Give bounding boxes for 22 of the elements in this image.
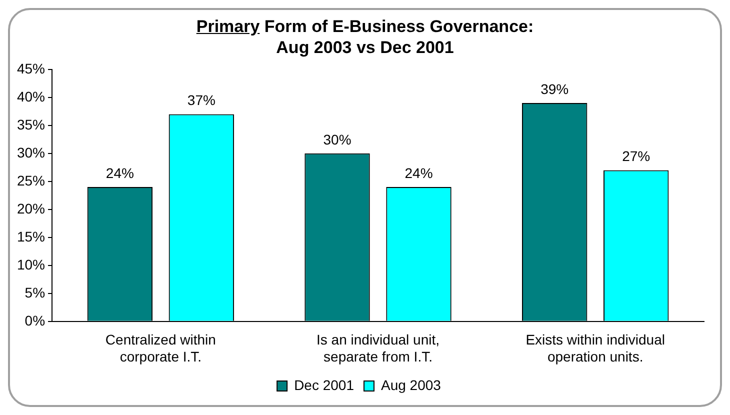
y-tick-label: 35%: [16, 116, 46, 132]
y-tick-label: 40%: [16, 88, 46, 104]
x-tick-label: Is an individual unit, separate from I.T.: [316, 332, 440, 364]
y-tick-label: 30%: [16, 144, 46, 160]
legend-label: Aug 2003: [380, 376, 442, 393]
y-tick-label: 10%: [16, 256, 46, 272]
y-tick-label: 25%: [16, 172, 46, 188]
y-tick-label: 20%: [16, 200, 46, 216]
data-label: 39%: [540, 80, 569, 97]
y-tick-label: 45%: [16, 60, 46, 76]
data-label: 30%: [323, 131, 352, 148]
data-label: 27%: [622, 148, 650, 164]
y-tick-label: 5%: [24, 284, 46, 300]
chart-title: Primary Form of E-Business Governance: Aug 2003 vs Dec 2001: [196, 17, 534, 57]
legend-label: Dec 2001: [294, 376, 354, 393]
y-tick-label: 0%: [24, 312, 46, 328]
x-tick-label: Centralized within corporate I.T.: [105, 332, 216, 364]
data-label: 24%: [106, 164, 134, 181]
y-tick-label: 15%: [16, 228, 46, 244]
x-tick-label: Exists within individual operation units.: [526, 332, 665, 364]
data-label: 37%: [187, 92, 216, 108]
data-label: 24%: [404, 164, 433, 181]
